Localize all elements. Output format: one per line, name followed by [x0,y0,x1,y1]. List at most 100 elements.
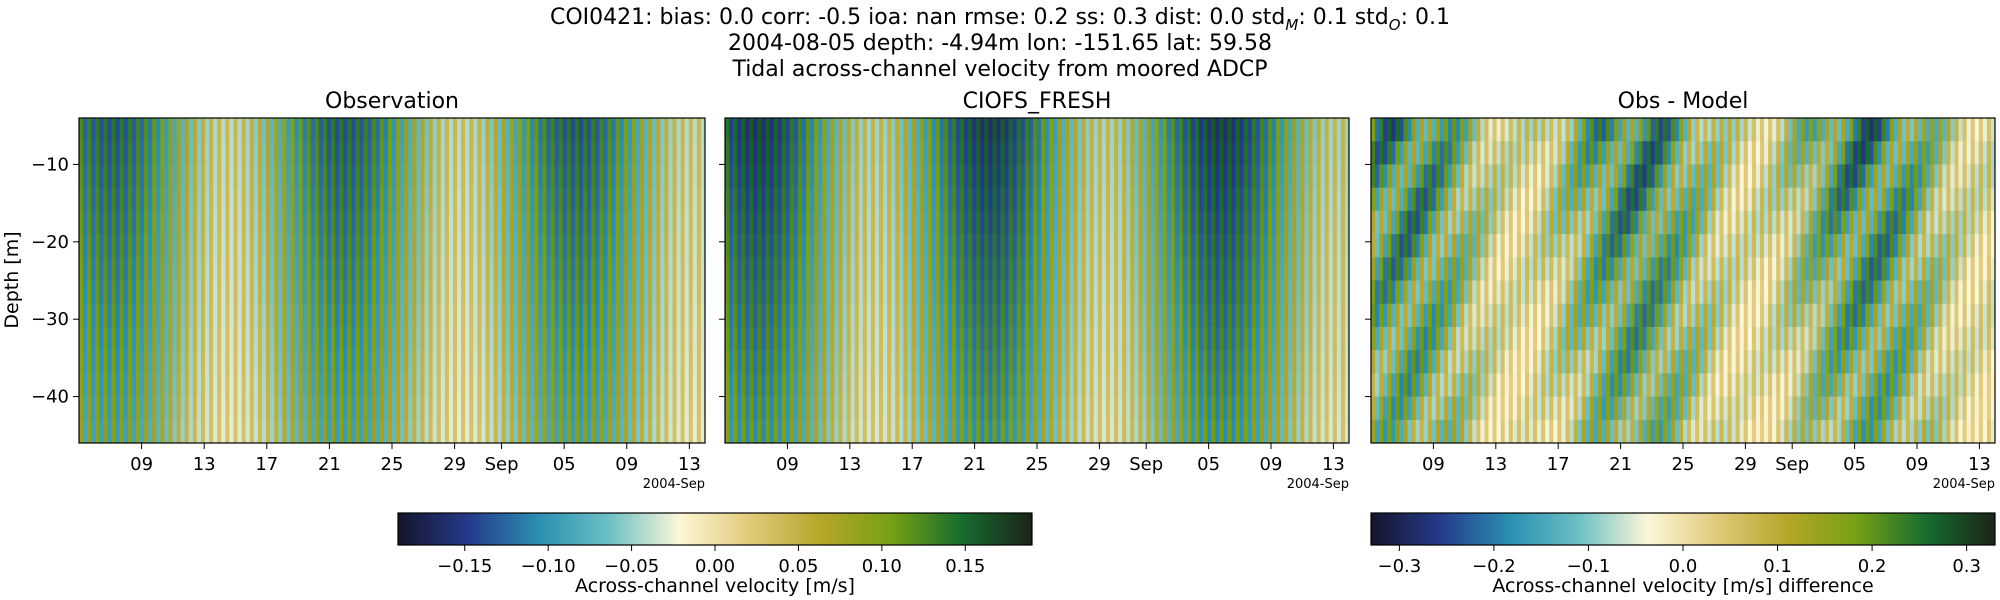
heatmap-cell [1476,419,1481,443]
heatmap-cell [810,141,815,166]
heatmap-cell [578,396,584,421]
heatmap-cell [887,350,892,374]
heatmap-cell [1415,419,1421,443]
heatmap-cell [1443,350,1449,374]
heatmap-cell [1166,396,1172,421]
heatmap-cell [1316,396,1322,421]
heatmap-cell [1320,396,1326,421]
heatmap-cell [1496,234,1502,258]
heatmap-cell [221,164,226,189]
heatmap-cell [1073,419,1079,443]
heatmap-cell [1423,303,1429,328]
heatmap-cell [1395,350,1400,374]
heatmap-cell [103,210,109,235]
heatmap-cell [1391,303,1396,328]
heatmap-cell [335,118,340,142]
heatmap-cell [261,141,267,166]
heatmap-cell [444,373,450,398]
heatmap-cell [444,257,450,282]
heatmap-cell [1300,350,1306,374]
heatmap-cell [1138,373,1143,398]
heatmap-cell [1166,164,1172,189]
heatmap-cell [1340,326,1346,351]
heatmap-cell [1170,280,1176,305]
heatmap-cell [253,141,259,166]
heatmap-cell [968,234,973,258]
heatmap-cell [769,326,775,351]
heatmap-cell [607,164,613,189]
heatmap-cell [745,350,750,374]
heatmap-cell [412,210,417,235]
heatmap-cell [773,350,779,374]
heatmap-cell [363,234,369,258]
heatmap-cell [135,280,141,305]
heatmap-cell [725,326,730,351]
heatmap-cell [935,210,941,235]
heatmap-cell [481,164,487,189]
heatmap-cell [700,210,705,235]
heatmap-cell [1484,350,1490,374]
heatmap-cell [1411,234,1417,258]
heatmap-cell [862,141,868,166]
heatmap-cell [448,257,454,282]
heatmap-cell [355,373,361,398]
heatmap-cell [635,141,641,166]
heatmap-cell [119,118,125,142]
heatmap-cell [469,187,474,212]
heatmap-cell [1537,141,1542,166]
heatmap-cell [404,280,409,305]
heatmap-cell [1452,396,1457,421]
heatmap-cell [518,350,523,374]
heatmap-cell [448,419,454,443]
heatmap-cell [180,303,186,328]
heatmap-cell [404,350,409,374]
heatmap-cell [648,280,653,305]
heatmap-cell [355,396,361,421]
heatmap-cell [200,350,206,374]
heatmap-cell [1391,350,1396,374]
heatmap-cell [1263,257,1269,282]
heatmap-cell [1154,419,1160,443]
heatmap-cell [526,141,531,166]
heatmap-cell [375,141,381,166]
heatmap-cell [574,280,580,305]
heatmap-cell [188,350,194,374]
heatmap-cell [1219,350,1224,374]
heatmap-cell [408,141,413,166]
heatmap-cell [1524,118,1530,142]
heatmap-cell [139,373,145,398]
heatmap-cell [379,141,385,166]
heatmap-cell [1243,373,1249,398]
heatmap-cell [550,141,556,166]
heatmap-cell [1142,350,1147,374]
heatmap-cell [797,210,803,235]
heatmap-cell [1443,234,1449,258]
heatmap-cell [939,210,945,235]
heatmap-cell [972,164,977,189]
heatmap-cell [1549,141,1554,166]
heatmap-cell [485,350,491,374]
heatmap-cell [1227,234,1233,258]
heatmap-cell [830,373,835,398]
heatmap-cell [526,419,531,443]
heatmap-cell [1344,326,1349,351]
heatmap-cell [343,303,348,328]
heatmap-cell [1097,396,1103,421]
heatmap-cell [408,257,413,282]
heatmap-cell [777,164,783,189]
heatmap-cell [87,118,92,142]
heatmap-cell [530,303,535,328]
heatmap-cell [534,187,539,212]
heatmap-cell [1516,234,1522,258]
heatmap-cell [318,303,324,328]
heatmap-cell [1065,141,1071,166]
heatmap-cell [745,419,750,443]
heatmap-cell [469,118,474,142]
heatmap-cell [261,350,267,374]
heatmap-cell [1105,234,1111,258]
heatmap-cell [749,210,754,235]
heatmap-cell [249,234,255,258]
heatmap-cell [253,118,259,142]
heatmap-cell [457,234,462,258]
heatmap-cell [773,326,779,351]
